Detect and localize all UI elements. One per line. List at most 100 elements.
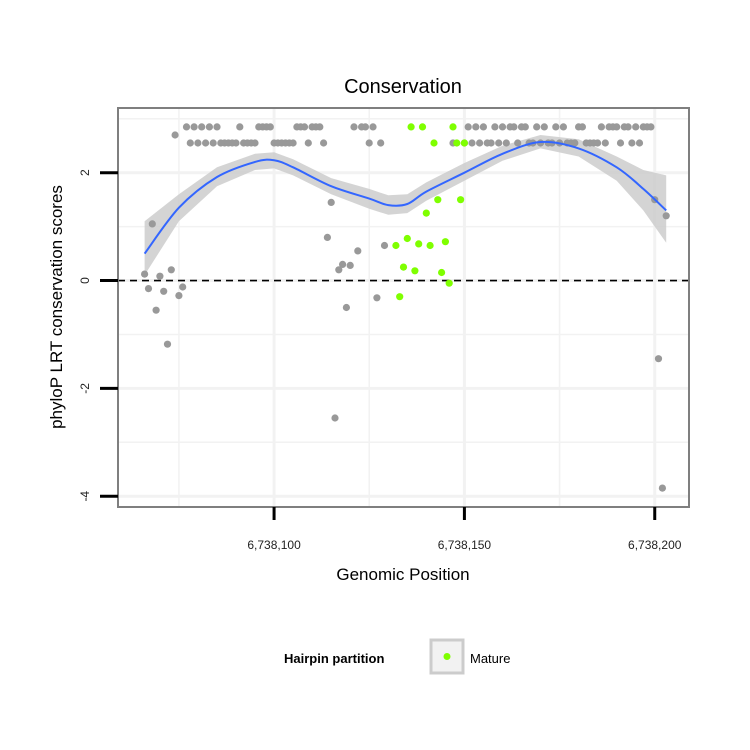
conservation-chart: Conservation 6,738,100 6,738,150 6,738,200… [0,0,750,750]
point-other [191,123,198,130]
x-tick-label: 6,738,200 [628,538,682,552]
point-other [187,139,194,146]
point-mature [446,280,453,287]
point-other [377,139,384,146]
point-other [164,341,171,348]
legend: Hairpin partition Mature [284,640,510,673]
x-tick-label: 6,738,150 [438,538,492,552]
point-other [198,123,205,130]
point-other [480,123,487,130]
point-mature [404,235,411,242]
point-other [175,292,182,299]
x-tick-label: 6,738,100 [247,538,301,552]
point-other [499,123,506,130]
point-other [290,139,297,146]
y-tick-label: -4 [78,491,92,502]
point-other [362,123,369,130]
y-tick-label: -2 [78,383,92,394]
chart-title: Conservation [344,76,462,98]
point-other [628,139,635,146]
point-mature [453,139,460,146]
point-mature [430,139,437,146]
point-other [598,123,605,130]
point-other [141,271,148,278]
point-other [145,285,152,292]
point-mature [408,123,415,130]
point-other [476,139,483,146]
point-other [236,123,243,130]
point-mature [449,123,456,130]
point-other [172,131,179,138]
point-other [613,123,620,130]
point-other [541,123,548,130]
point-other [510,123,517,130]
point-other [594,139,601,146]
point-other [495,139,502,146]
y-tick-label: 0 [78,277,92,284]
x-axis-title: Genomic Position [336,565,469,584]
point-other [213,123,220,130]
point-other [373,294,380,301]
point-other [232,139,239,146]
point-mature [438,269,445,276]
point-other [468,139,475,146]
point-other [491,123,498,130]
point-other [153,307,160,314]
point-other [305,139,312,146]
point-mature [415,240,422,247]
point-mature [461,139,468,146]
point-other [488,139,495,146]
point-other [602,139,609,146]
point-other [316,123,323,130]
y-tick-label: 2 [78,169,92,176]
point-other [206,123,213,130]
point-other [343,304,350,311]
point-other [632,123,639,130]
legend-label-mature: Mature [470,651,510,666]
point-other [522,123,529,130]
point-other [267,123,274,130]
point-other [636,139,643,146]
point-other [331,414,338,421]
point-other [339,261,346,268]
point-mature [400,264,407,271]
point-other [503,139,510,146]
point-other [465,123,472,130]
point-other [156,273,163,280]
point-other [579,123,586,130]
point-other [347,262,354,269]
point-other [179,283,186,290]
point-mature [457,196,464,203]
point-other [663,212,670,219]
point-other [533,123,540,130]
point-other [251,139,258,146]
point-other [202,139,209,146]
legend-key-mature-dot [444,653,451,660]
point-other [369,123,376,130]
point-other [301,123,308,130]
point-other [472,123,479,130]
point-other [160,288,167,295]
point-other [149,220,156,227]
point-mature [396,293,403,300]
point-other [210,139,217,146]
point-other [560,123,567,130]
point-other [514,139,521,146]
point-other [168,266,175,273]
point-other [381,242,388,249]
point-other [350,123,357,130]
point-other [324,234,331,241]
point-other [659,485,666,492]
point-mature [442,238,449,245]
point-other [655,355,662,362]
point-mature [419,123,426,130]
point-other [354,247,361,254]
point-mature [434,196,441,203]
point-other [328,199,335,206]
point-mature [427,242,434,249]
point-mature [411,267,418,274]
point-other [552,123,559,130]
point-other [617,139,624,146]
point-other [366,139,373,146]
y-axis-title: phyloP LRT conservation scores [47,185,66,429]
